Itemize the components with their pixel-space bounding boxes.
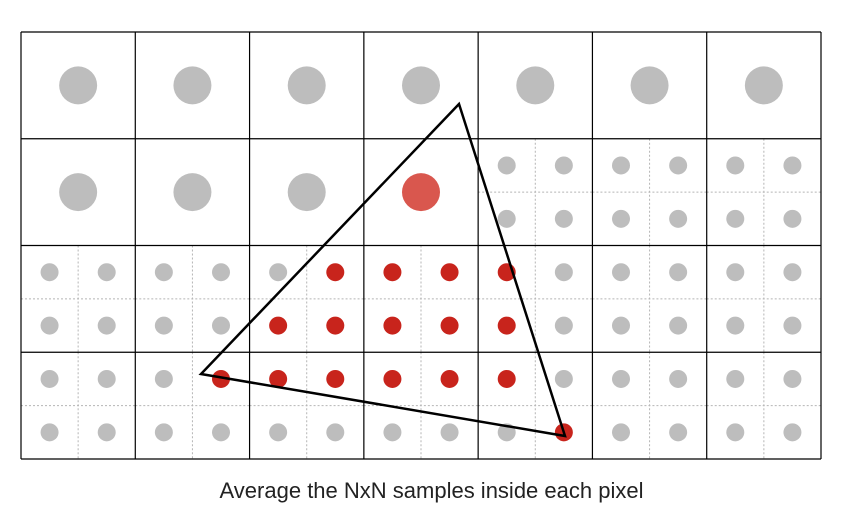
subsample-outside [97,369,116,388]
subsample-inside [269,369,288,388]
subsample-outside [326,423,345,442]
subsample-outside [612,369,630,388]
subsample-outside [726,369,745,388]
subsample-inside [440,316,459,335]
subsample-outside [783,156,802,175]
subsample-outside [97,423,116,442]
subsample-inside [497,369,516,388]
subsample-outside [40,369,59,388]
pixel-sample [173,66,212,105]
subsample-inside [212,369,230,388]
subsample-outside [497,209,516,228]
subsample-outside [726,209,745,228]
subsample-outside [554,156,573,175]
subsample-outside [554,263,573,282]
subsample-inside [326,369,345,388]
subsample-inside [269,316,288,335]
subsample-inside [383,316,402,335]
subsample-outside [154,369,173,388]
subsample-outside [726,156,745,175]
subsample-outside [497,156,516,175]
subsample-outside [669,156,688,175]
subsample-outside [269,423,288,442]
subsample-outside [40,316,59,335]
subsample-outside [783,209,802,228]
subsample-outside [669,423,688,442]
subsample-outside [212,423,230,442]
subsample-outside [612,263,630,282]
subsample-outside [40,423,59,442]
pixel-sample [402,66,440,105]
subsample-outside [669,316,688,335]
subsample-outside [154,316,173,335]
subsample-outside [440,423,459,442]
subsample-outside [154,263,173,282]
subsample-outside [669,369,688,388]
pixel-sample [173,173,212,212]
subsample-outside [554,209,573,228]
subsample-outside [669,263,688,282]
subsample-outside [783,316,802,335]
pixel-sample [630,66,669,105]
subsample-outside [612,209,630,228]
subsample-outside [97,316,116,335]
subsample-outside [269,263,288,282]
pixel-sample [516,66,555,105]
pixel-sample [287,66,326,105]
subsample-outside [783,263,802,282]
subsample-inside [326,316,345,335]
subsample-outside [383,423,402,442]
subsample-outside [612,423,630,442]
subsample-inside [440,369,459,388]
subsample-inside [383,369,402,388]
subsample-outside [612,316,630,335]
subsample-inside [440,263,459,282]
subsample-outside [726,423,745,442]
subsample-outside [726,316,745,335]
pixel-gridlines [20,31,822,460]
averaged-pixel-sample [402,173,440,212]
pixel-sample [287,173,326,212]
subsample-outside [212,263,230,282]
subsample-inside [326,263,345,282]
subsample-outside [97,263,116,282]
pixel-sample [744,66,783,105]
pixel-sample [59,66,98,105]
subsample-outside [783,423,802,442]
subsample-inside [497,316,516,335]
subsample-inside [383,263,402,282]
subsample-outside [783,369,802,388]
caption: Average the NxN samples inside each pixe… [219,478,644,503]
pixel-sample [59,173,98,212]
subsample-outside [154,423,173,442]
subsample-outside [554,369,573,388]
subsample-outside [554,316,573,335]
subsample-outside [212,316,230,335]
subsample-outside [40,263,59,282]
subsample-outside [669,209,688,228]
triangle [198,101,567,438]
sample-points [40,66,802,442]
subsample-outside [726,263,745,282]
subsample-outside [612,156,630,175]
subpixel-gridlines [21,138,821,459]
